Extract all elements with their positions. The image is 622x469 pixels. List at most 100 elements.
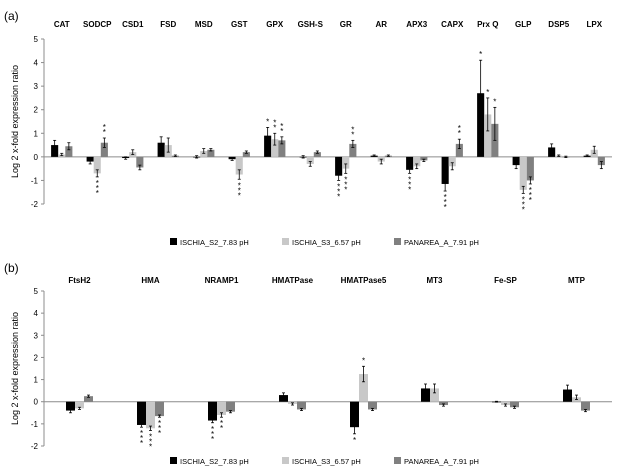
bar xyxy=(563,389,572,402)
significance-star: * xyxy=(96,184,99,193)
significance-star: * xyxy=(220,419,223,428)
category-label: DSP5 xyxy=(548,20,569,29)
significance-star: * xyxy=(408,185,411,194)
category-label: HMATPase5 xyxy=(341,276,387,285)
significance-star: * xyxy=(529,186,532,195)
legend-swatch xyxy=(394,457,401,464)
significance-mark: *** xyxy=(444,193,447,212)
significance-star: * xyxy=(337,187,340,196)
legend-label: PANAREA_A_7.91 pH xyxy=(404,457,479,466)
significance-star: * xyxy=(238,191,241,200)
legend-label: ISCHIA_S2_7.83 pH xyxy=(180,238,249,247)
bar xyxy=(66,401,75,411)
significance-star: * xyxy=(353,436,356,445)
legend-swatch xyxy=(170,238,177,245)
bar xyxy=(242,152,250,157)
y-tick-label: 4 xyxy=(34,309,39,318)
significance-star: * xyxy=(103,123,106,132)
bar xyxy=(278,140,286,157)
legend-label: PANAREA_A_7.91 pH xyxy=(404,238,479,247)
y-tick-label: -2 xyxy=(31,200,39,209)
significance-star: * xyxy=(238,186,241,195)
bar xyxy=(313,152,321,157)
y-tick-label: 2 xyxy=(34,106,39,115)
y-tick-label: -2 xyxy=(31,442,39,451)
legend-swatch xyxy=(282,238,289,245)
significance-mark: *** xyxy=(337,182,340,201)
significance-mark: ** xyxy=(458,124,461,138)
bar xyxy=(455,143,463,157)
legend-label: ISCHIA_S3_6.57 pH xyxy=(292,238,361,247)
significance-star: * xyxy=(529,191,532,200)
category-label: AR xyxy=(375,20,387,29)
significance-mark: *** xyxy=(238,181,241,200)
category-label: GLP xyxy=(515,20,532,29)
category-label: CSD1 xyxy=(122,20,144,29)
significance-star: * xyxy=(493,97,496,106)
panel-label: (b) xyxy=(4,261,19,275)
category-label: HMATPase xyxy=(272,276,314,285)
significance-mark: *** xyxy=(522,195,525,214)
y-tick-label: 1 xyxy=(34,376,39,385)
significance-star: * xyxy=(280,127,283,136)
bar xyxy=(441,156,449,184)
category-label: HMA xyxy=(141,276,159,285)
category-label: MTP xyxy=(568,276,586,285)
significance-star: * xyxy=(458,129,461,138)
category-label: FtsH2 xyxy=(68,276,91,285)
significance-star: * xyxy=(408,175,411,184)
bar xyxy=(65,146,73,157)
significance-star: * xyxy=(337,182,340,191)
bar xyxy=(297,401,306,410)
significance-mark: * xyxy=(493,97,496,106)
bar xyxy=(200,150,208,157)
y-tick-label: 1 xyxy=(34,129,39,138)
bar xyxy=(155,401,164,417)
bar xyxy=(548,147,556,157)
significance-star: * xyxy=(344,180,347,189)
y-tick-label: 5 xyxy=(34,287,39,296)
significance-mark: *** xyxy=(529,186,532,205)
bar xyxy=(136,156,144,168)
category-label: CAPX xyxy=(441,20,464,29)
significance-mark: ** xyxy=(103,123,106,137)
significance-star: * xyxy=(486,88,489,97)
category-label: GST xyxy=(231,20,248,29)
significance-star: * xyxy=(344,175,347,184)
significance-star: * xyxy=(529,196,532,205)
significance-mark: *** xyxy=(408,175,411,194)
bar xyxy=(439,401,448,406)
bar xyxy=(406,156,414,170)
bar xyxy=(501,401,510,406)
category-label: MT3 xyxy=(427,276,444,285)
significance-mark: * xyxy=(266,117,269,126)
significance-star: * xyxy=(444,203,447,212)
significance-star: * xyxy=(238,181,241,190)
y-tick-label: 5 xyxy=(34,35,39,44)
category-label: CAT xyxy=(54,20,70,29)
bar xyxy=(279,395,288,402)
bar xyxy=(100,142,108,157)
significance-star: * xyxy=(408,180,411,189)
significance-mark: *** xyxy=(344,175,347,194)
significance-star: * xyxy=(96,179,99,188)
significance-star: * xyxy=(149,438,152,447)
bar xyxy=(208,401,217,421)
significance-star: * xyxy=(140,429,143,438)
significance-star: * xyxy=(479,50,482,59)
bar xyxy=(368,401,377,410)
significance-star: * xyxy=(337,192,340,201)
category-label: FSD xyxy=(160,20,176,29)
bar xyxy=(484,114,492,157)
significance-star: * xyxy=(522,195,525,204)
bar xyxy=(448,156,456,167)
y-axis-label: Log 2 x-fold expression ratio xyxy=(10,312,20,425)
significance-star: * xyxy=(211,430,214,439)
category-label: Fe-SP xyxy=(494,276,517,285)
legend-swatch xyxy=(282,457,289,464)
significance-star: * xyxy=(458,124,461,133)
significance-mark: *** xyxy=(140,429,143,448)
significance-star: * xyxy=(444,193,447,202)
y-tick-label: -1 xyxy=(31,420,39,429)
legend-swatch xyxy=(170,457,177,464)
